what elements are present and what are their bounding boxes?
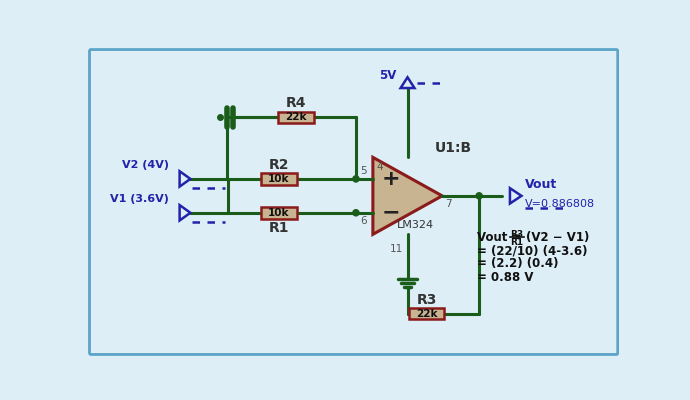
Text: +: + [382, 169, 400, 189]
Text: 10k: 10k [268, 174, 290, 184]
Text: R2: R2 [268, 158, 289, 172]
Text: V1 (3.6V): V1 (3.6V) [110, 194, 169, 204]
Text: (V2 − V1): (V2 − V1) [526, 231, 589, 244]
Text: R3: R3 [511, 230, 524, 240]
Text: R3: R3 [417, 293, 437, 307]
Text: 10k: 10k [268, 208, 290, 218]
Text: Vout: Vout [525, 178, 558, 191]
Text: 22k: 22k [285, 112, 306, 122]
Text: 4: 4 [376, 162, 382, 172]
Text: Vout =: Vout = [477, 231, 525, 244]
Text: V2 (4V): V2 (4V) [122, 160, 169, 170]
Text: 5V: 5V [380, 69, 397, 82]
Text: = (2.2) (0.4): = (2.2) (0.4) [477, 258, 558, 270]
Polygon shape [373, 157, 442, 234]
Circle shape [476, 193, 482, 199]
Text: 11: 11 [390, 244, 403, 254]
Text: R1: R1 [511, 238, 524, 247]
Text: U1:B: U1:B [435, 141, 471, 155]
FancyBboxPatch shape [90, 50, 618, 354]
Text: R1: R1 [268, 221, 289, 235]
Text: 5: 5 [360, 166, 366, 176]
Text: = (22/10) (4-3.6): = (22/10) (4-3.6) [477, 244, 587, 257]
Text: −: − [382, 203, 400, 223]
Text: R4: R4 [286, 96, 306, 110]
Circle shape [353, 176, 359, 182]
Circle shape [353, 210, 359, 216]
Bar [409, 308, 444, 320]
Text: V=0.886808: V=0.886808 [525, 199, 595, 209]
Bar [278, 112, 313, 123]
Text: = 0.88 V: = 0.88 V [477, 270, 533, 284]
Text: 6: 6 [360, 216, 366, 226]
Text: LM324: LM324 [397, 220, 434, 230]
Text: 7: 7 [445, 199, 452, 209]
Bar [262, 207, 297, 218]
Text: 22k: 22k [416, 309, 437, 319]
Bar [262, 173, 297, 185]
